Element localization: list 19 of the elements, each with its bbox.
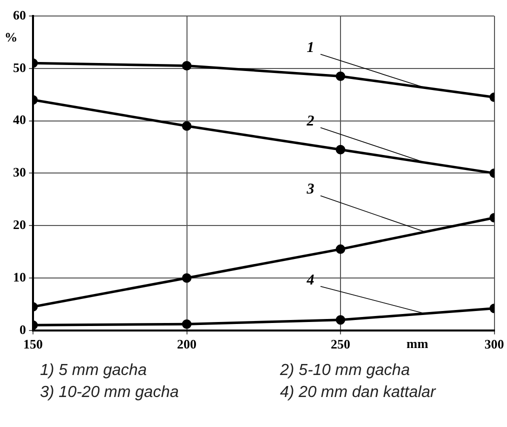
- y-tick-label: 60: [13, 7, 26, 22]
- text: 3) 10-20 mm gacha: [40, 383, 180, 403]
- series-label: 1: [306, 40, 314, 56]
- y-tick-label: 20: [13, 216, 26, 232]
- y-tick-label: 10: [13, 269, 26, 284]
- x-tick-label: 150: [23, 336, 43, 352]
- text: 3: [306, 182, 315, 198]
- x-axis-title: mm: [406, 336, 428, 351]
- x-tick-label: 250: [330, 336, 350, 352]
- text: 1) 5 mm gacha: [40, 361, 148, 381]
- text: 2) 5-10 mm gacha: [280, 361, 411, 381]
- text: 4) 20 mm dan kattalar: [280, 383, 437, 403]
- y-axis-title: %: [4, 29, 18, 44]
- y-tick-label: 40: [13, 112, 26, 128]
- x-tick-label: 300: [484, 336, 504, 352]
- x-tick-label: 200: [177, 336, 196, 352]
- y-tick-label: 0: [20, 322, 26, 337]
- y-tick-label: 50: [13, 60, 26, 75]
- y-tick-label: 30: [13, 164, 26, 180]
